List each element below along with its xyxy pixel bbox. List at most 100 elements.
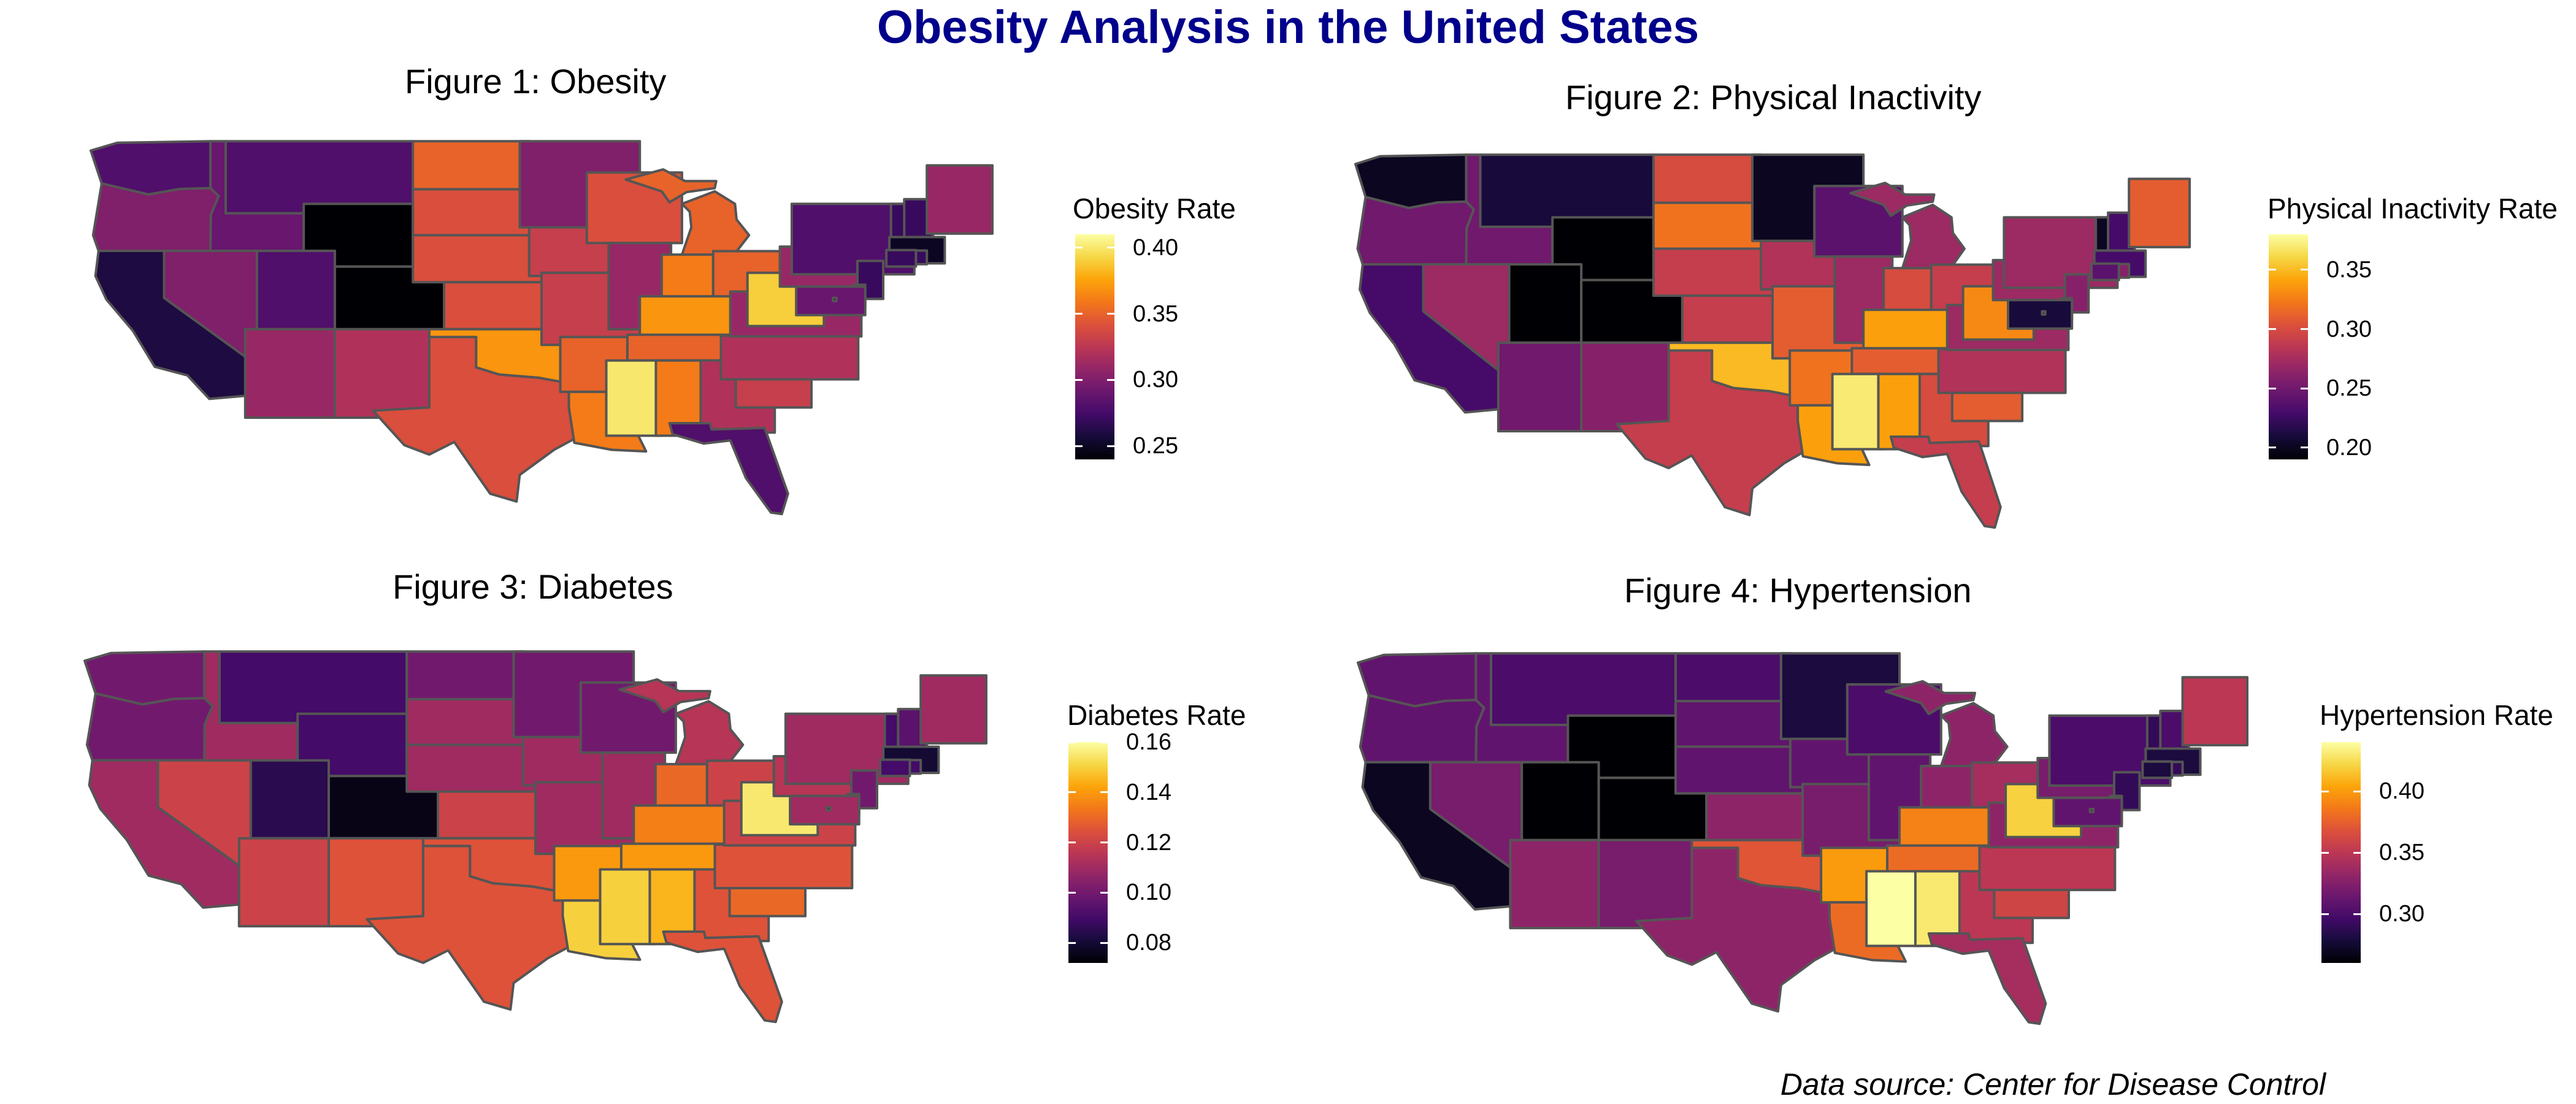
state-md: [789, 794, 861, 826]
state-az: [237, 837, 330, 928]
state-nd: [1652, 153, 1763, 204]
state-mi: [1901, 204, 1966, 270]
legend-tick-label: 0.30: [1133, 367, 1178, 393]
state-nc: [1978, 845, 2117, 891]
state-or: [1359, 694, 1485, 764]
legend-tickmark: [1100, 891, 1108, 894]
state-nm: [328, 837, 424, 928]
state-or: [1356, 196, 1475, 266]
figure-3-title: Figure 3: Diabetes: [393, 567, 673, 606]
legend-tickmark: [1107, 313, 1114, 315]
legend-tickmark: [2353, 851, 2361, 854]
legend-tick-label: 0.30: [2326, 316, 2372, 342]
legend-tickmark: [1068, 741, 1076, 743]
state-nm: [334, 328, 431, 419]
state-fl: [1889, 435, 2002, 529]
state-tx: [366, 845, 570, 1011]
legend-tickmark: [2321, 913, 2329, 915]
physical-inactivity-legend-title: Physical Inactivity Rate: [2267, 193, 2558, 224]
state-ut: [255, 250, 336, 331]
state-me: [2181, 676, 2248, 746]
legend-tick-label: 0.12: [1126, 829, 1171, 856]
state-nd: [1674, 652, 1793, 703]
obesity-colorbar: [1075, 234, 1114, 459]
state-tx: [1635, 846, 1836, 1013]
state-nd: [412, 140, 531, 191]
legend-tickmark: [2301, 328, 2308, 331]
legend-tickmark: [1075, 313, 1083, 315]
data-source-caption: Data source: Center for Disease Control: [1780, 1067, 2326, 1102]
state-me: [919, 674, 987, 745]
state-ct: [2141, 760, 2174, 780]
state-fl: [1927, 932, 2047, 1025]
state-mt: [1479, 153, 1655, 228]
state-ct: [2090, 262, 2120, 282]
state-tx: [1615, 349, 1804, 516]
legend-tickmark: [1100, 841, 1108, 844]
legend-tick-label: 0.40: [1133, 234, 1178, 261]
state-nm: [1597, 838, 1693, 930]
physical-inactivity-colorbar: [2269, 234, 2308, 459]
state-md: [2052, 796, 2123, 827]
legend-tick-label: 0.25: [1133, 433, 1178, 459]
state-ct: [885, 248, 918, 268]
legend-tickmark: [1100, 741, 1108, 743]
legend-tickmark: [1075, 247, 1083, 249]
state-az: [243, 328, 336, 419]
legend-tickmark: [2301, 269, 2308, 271]
legend-tickmark: [1068, 891, 1076, 894]
legend-tickmark: [1075, 378, 1083, 381]
state-nc: [713, 843, 854, 889]
legend-tick-label: 0.20: [2326, 434, 2372, 461]
main-title: Obesity Analysis in the United States: [876, 1, 1700, 53]
legend-tick-label: 0.30: [2379, 901, 2425, 927]
legend-tick-label: 0.35: [2379, 840, 2425, 865]
state-mi: [674, 700, 745, 767]
legend-tickmark: [2269, 447, 2276, 449]
map-figure-1: [90, 140, 994, 516]
obesity-legend-title: Obesity Rate: [1073, 193, 1236, 224]
state-fl: [668, 422, 789, 516]
legend-tickmark: [2353, 913, 2361, 915]
legend-tickmark: [1107, 247, 1114, 249]
state-nd: [405, 650, 525, 701]
legend-tickmark: [1107, 378, 1114, 381]
map-figure-3: [83, 650, 987, 1024]
state-az: [1497, 341, 1583, 432]
legend-tick-label: 0.35: [1133, 301, 1178, 327]
figure-4-title: Figure 4: Hypertension: [1624, 571, 1972, 610]
state-dc: [832, 296, 838, 302]
state-or: [85, 692, 214, 762]
diabetes-colorbar: [1068, 742, 1108, 963]
legend-tickmark: [1068, 941, 1076, 944]
legend-tick-label: 0.35: [2326, 256, 2372, 283]
figure-1-title: Figure 1: Obesity: [405, 62, 667, 101]
state-ms: [605, 359, 663, 437]
legend-tickmark: [2301, 387, 2308, 389]
state-ct: [879, 758, 911, 778]
state-md: [795, 285, 867, 316]
diabetes-legend-title: Diabetes Rate: [1067, 699, 1246, 731]
state-md: [2007, 299, 2074, 330]
hypertension-legend-title: Hypertension Rate: [2320, 699, 2553, 731]
state-nc: [719, 334, 860, 381]
legend-tickmark: [1068, 791, 1076, 794]
state-fl: [662, 930, 783, 1024]
state-ut: [249, 759, 330, 840]
state-dc: [2041, 310, 2047, 316]
state-mi-upper: [1884, 680, 1976, 716]
state-nc: [1937, 348, 2067, 394]
legend-tick-label: 0.25: [2326, 375, 2372, 402]
legend-tickmark: [1068, 841, 1076, 844]
state-tx: [372, 335, 576, 503]
state-dc: [2088, 808, 2095, 813]
legend-tick-label: 0.10: [1126, 880, 1171, 906]
legend-tickmark: [1075, 445, 1083, 447]
legend-tick-label: 0.14: [1126, 779, 1171, 805]
legend-tickmark: [1107, 445, 1114, 447]
map-figure-4: [1357, 652, 2248, 1025]
map-figure-2: [1354, 153, 2191, 529]
legend-tickmark: [2321, 851, 2329, 854]
state-ms: [1831, 372, 1885, 451]
